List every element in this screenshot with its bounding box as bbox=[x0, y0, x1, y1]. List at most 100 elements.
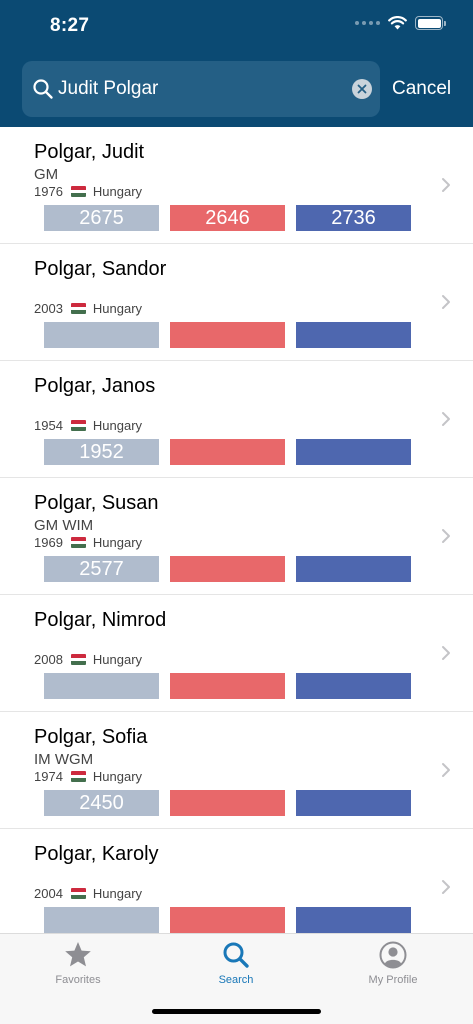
hungary-flag-icon bbox=[70, 537, 86, 548]
player-name: Polgar, Karoly bbox=[34, 843, 159, 865]
player-name: Polgar, Sandor bbox=[34, 258, 167, 280]
country-name: Hungary bbox=[92, 886, 143, 901]
birth-year: 2003 bbox=[34, 301, 63, 316]
chevron-right-icon bbox=[442, 880, 450, 894]
hungary-flag-icon bbox=[70, 771, 86, 782]
blitz-rating bbox=[296, 322, 411, 348]
blitz-rating bbox=[296, 556, 411, 582]
country-name: Hungary bbox=[92, 652, 143, 667]
tab-search[interactable]: Search bbox=[176, 940, 296, 986]
blitz-rating: 2736 bbox=[296, 205, 411, 231]
player-meta: 1954 Hungary bbox=[34, 418, 142, 433]
wifi-icon bbox=[388, 16, 407, 30]
status-time: 8:27 bbox=[50, 15, 90, 36]
player-name: Polgar, Sofia bbox=[34, 726, 148, 748]
header: 8:27 bbox=[0, 0, 473, 127]
birth-year: 1969 bbox=[34, 535, 63, 550]
player-title: GM WIM bbox=[34, 517, 94, 534]
cancel-button[interactable]: Cancel bbox=[392, 78, 452, 99]
player-row[interactable]: Polgar, Janos 1954 Hungary 1952 bbox=[0, 361, 473, 478]
chevron-right-icon bbox=[442, 763, 450, 777]
standard-rating: 1952 bbox=[44, 439, 159, 465]
ratings bbox=[44, 673, 411, 699]
player-row[interactable]: Polgar, Susan GM WIM 1969 Hungary 2577 bbox=[0, 478, 473, 595]
tab-my-profile[interactable]: My Profile bbox=[333, 940, 453, 986]
player-meta: 2008 Hungary bbox=[34, 652, 142, 667]
search-icon bbox=[223, 942, 249, 968]
country-name: Hungary bbox=[92, 769, 143, 784]
country-name: Hungary bbox=[92, 184, 143, 199]
player-name: Polgar, Susan bbox=[34, 492, 159, 514]
player-name: Polgar, Judit bbox=[34, 141, 145, 163]
blitz-rating bbox=[296, 907, 411, 933]
country-name: Hungary bbox=[92, 301, 143, 316]
ratings bbox=[44, 907, 411, 933]
player-row[interactable]: Polgar, Judit GM 1976 Hungary 2675 2646 … bbox=[0, 127, 473, 244]
player-name: Polgar, Janos bbox=[34, 375, 156, 397]
status-icons bbox=[355, 16, 446, 30]
rapid-rating bbox=[170, 556, 285, 582]
player-meta: 2004 Hungary bbox=[34, 886, 142, 901]
hungary-flag-icon bbox=[70, 888, 86, 899]
profile-icon bbox=[379, 941, 407, 969]
signal-icon bbox=[355, 21, 380, 25]
standard-rating: 2675 bbox=[44, 205, 159, 231]
hungary-flag-icon bbox=[70, 303, 86, 314]
player-row[interactable]: Polgar, Sofia IM WGM 1974 Hungary 2450 bbox=[0, 712, 473, 829]
ratings: 1952 bbox=[44, 439, 411, 465]
player-row[interactable]: Polgar, Nimrod 2008 Hungary bbox=[0, 595, 473, 712]
player-meta: 1969 Hungary bbox=[34, 535, 142, 550]
player-list: Polgar, Judit GM 1976 Hungary 2675 2646 … bbox=[0, 127, 473, 933]
country-name: Hungary bbox=[92, 535, 143, 550]
player-meta: 1976 Hungary bbox=[34, 184, 142, 199]
player-row[interactable]: Polgar, Karoly 2004 Hungary bbox=[0, 829, 473, 933]
rapid-rating bbox=[170, 907, 285, 933]
ratings bbox=[44, 322, 411, 348]
standard-rating: 2577 bbox=[44, 556, 159, 582]
battery-icon bbox=[415, 16, 446, 30]
ratings: 2675 2646 2736 bbox=[44, 205, 411, 231]
player-row[interactable]: Polgar, Sandor 2003 Hungary bbox=[0, 244, 473, 361]
tab-label: Favorites bbox=[55, 974, 101, 986]
player-meta: 1974 Hungary bbox=[34, 769, 142, 784]
player-title: IM WGM bbox=[34, 751, 94, 768]
search-input[interactable] bbox=[58, 78, 352, 100]
chevron-right-icon bbox=[442, 529, 450, 543]
search-icon bbox=[32, 78, 54, 100]
hungary-flag-icon bbox=[70, 420, 86, 431]
chevron-right-icon bbox=[442, 295, 450, 309]
birth-year: 2004 bbox=[34, 886, 63, 901]
player-meta: 2003 Hungary bbox=[34, 301, 142, 316]
birth-year: 1974 bbox=[34, 769, 63, 784]
ratings: 2450 bbox=[44, 790, 411, 816]
tab-favorites[interactable]: Favorites bbox=[18, 940, 138, 986]
rapid-rating bbox=[170, 439, 285, 465]
tab-bar: Favorites Search My Profile bbox=[0, 933, 473, 1024]
chevron-right-icon bbox=[442, 646, 450, 660]
rapid-rating: 2646 bbox=[170, 205, 285, 231]
standard-rating: 2450 bbox=[44, 790, 159, 816]
chevron-right-icon bbox=[442, 178, 450, 192]
chevron-right-icon bbox=[442, 412, 450, 426]
birth-year: 1954 bbox=[34, 418, 63, 433]
search-bar bbox=[22, 61, 380, 117]
birth-year: 2008 bbox=[34, 652, 63, 667]
ratings: 2577 bbox=[44, 556, 411, 582]
clear-search-icon[interactable] bbox=[352, 79, 372, 99]
hungary-flag-icon bbox=[70, 654, 86, 665]
tab-label: Search bbox=[218, 974, 254, 986]
rapid-rating bbox=[170, 790, 285, 816]
rapid-rating bbox=[170, 673, 285, 699]
blitz-rating bbox=[296, 790, 411, 816]
standard-rating bbox=[44, 322, 159, 348]
home-indicator bbox=[152, 1009, 321, 1014]
country-name: Hungary bbox=[92, 418, 143, 433]
hungary-flag-icon bbox=[70, 186, 86, 197]
blitz-rating bbox=[296, 439, 411, 465]
star-icon bbox=[65, 942, 91, 967]
rapid-rating bbox=[170, 322, 285, 348]
player-title: GM bbox=[34, 166, 59, 183]
player-name: Polgar, Nimrod bbox=[34, 609, 167, 631]
tab-label: My Profile bbox=[368, 974, 418, 986]
